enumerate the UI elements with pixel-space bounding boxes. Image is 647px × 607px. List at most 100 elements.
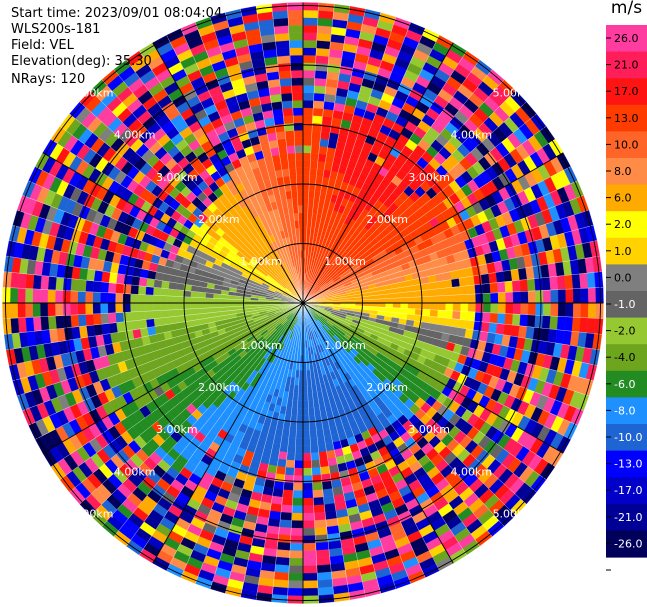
velocity-gate [488, 322, 498, 334]
velocity-gate [549, 315, 559, 330]
velocity-gate [541, 276, 551, 291]
velocity-gate [466, 320, 475, 331]
velocity-gate [526, 314, 536, 328]
velocity-gate [274, 32, 290, 42]
velocity-gate [302, 542, 317, 552]
velocity-gate [474, 311, 484, 322]
velocity-gate [152, 310, 162, 319]
velocity-gate [422, 296, 431, 304]
velocity-gate [308, 190, 315, 199]
velocity-gate [175, 296, 184, 304]
velocity-gate [190, 291, 199, 298]
velocity-gate [280, 504, 293, 514]
velocity-gate [595, 302, 604, 319]
velocity-gate [69, 290, 79, 304]
velocity-gate [302, 92, 315, 101]
velocity-gate [137, 311, 147, 321]
velocity-gate [320, 473, 332, 483]
velocity-gate [302, 62, 316, 71]
velocity-gate [284, 122, 295, 132]
velocity-gate [302, 85, 315, 94]
velocity-gate [550, 289, 559, 304]
velocity-gate [370, 298, 379, 304]
velocity-gate [475, 293, 484, 304]
velocity-gate [175, 302, 184, 310]
velocity-gate [131, 275, 140, 286]
velocity-gate [452, 286, 461, 296]
velocity-gate [283, 115, 294, 124]
velocity-gate [497, 313, 506, 325]
velocity-gate [167, 309, 177, 318]
velocity-gate [313, 497, 325, 506]
velocity-gate [279, 519, 292, 529]
velocity-gate [302, 572, 318, 582]
velocity-gate [302, 100, 314, 109]
velocity-gate [293, 482, 304, 491]
velocity-gate [17, 317, 27, 333]
velocity-gate [314, 519, 327, 529]
velocity-gate [291, 520, 304, 529]
velocity-gate [313, 512, 326, 521]
velocity-gate [312, 115, 323, 124]
velocity-gate [322, 108, 334, 118]
velocity-gate [311, 122, 322, 132]
velocity-gate [302, 512, 315, 521]
velocity-gate [280, 436, 290, 446]
velocity-gate [298, 227, 304, 236]
velocity-gate [312, 489, 324, 499]
range-ring-label: 3.00km [156, 171, 198, 184]
velocity-gate [273, 17, 289, 27]
velocity-gate [17, 273, 27, 289]
velocity-gate [137, 285, 147, 295]
velocity-gate [287, 17, 304, 26]
velocity-gate [302, 400, 309, 409]
velocity-gate [480, 273, 490, 285]
velocity-gate [302, 595, 319, 604]
velocity-gate [279, 77, 292, 87]
velocity-gate [444, 287, 454, 296]
velocity-gate [302, 587, 319, 597]
velocity-gate [586, 317, 596, 334]
velocity-gate [313, 504, 326, 514]
velocity-gate [572, 288, 582, 304]
velocity-gate [302, 490, 314, 499]
velocity-gate [319, 458, 330, 468]
velocity-gate [519, 279, 529, 292]
velocity-gate [32, 288, 41, 304]
velocity-gate [287, 2, 304, 11]
velocity-gate [320, 466, 331, 475]
velocity-gate [302, 197, 309, 206]
velocity-gate [467, 293, 476, 304]
velocity-gate [289, 550, 304, 559]
velocity-gate [85, 313, 94, 326]
velocity-gate [220, 298, 229, 304]
velocity-gate [370, 302, 379, 308]
velocity-gate [385, 298, 394, 304]
velocity-gate [70, 314, 80, 328]
velocity-gate [315, 55, 330, 65]
velocity-gate [317, 443, 327, 453]
velocity-gate [302, 2, 319, 11]
velocity-gate [287, 160, 297, 169]
velocity-gate [40, 275, 50, 290]
range-ring-label: 2.00km [198, 381, 240, 394]
velocity-gate [297, 205, 304, 214]
velocity-gate [302, 77, 315, 86]
velocity-gate [392, 297, 401, 304]
colorbar-tick-label: 17.0 [614, 85, 639, 98]
velocity-gate [295, 430, 304, 439]
velocity-gate [10, 272, 20, 289]
velocity-gate [291, 77, 304, 86]
velocity-gate [290, 69, 304, 79]
range-ring-label: 3.00km [408, 423, 450, 436]
velocity-gate [458, 276, 468, 287]
velocity-gate [272, 488, 284, 498]
velocity-gate [316, 556, 331, 566]
velocity-gate [549, 276, 559, 291]
velocity-gate [302, 205, 309, 214]
velocity-gate [314, 77, 327, 87]
velocity-gate [288, 429, 297, 439]
velocity-gate [160, 302, 169, 311]
velocity-gate [108, 322, 118, 334]
velocity-gate [312, 107, 324, 117]
